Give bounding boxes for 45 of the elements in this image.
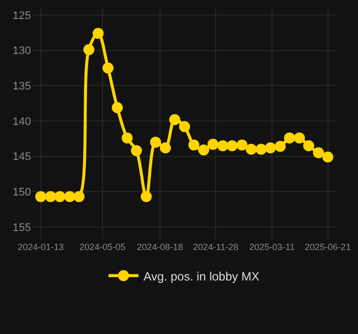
- point: [64, 191, 76, 202]
- point: [322, 152, 334, 163]
- x-tick-label: 2024-05-05: [80, 242, 126, 252]
- point: [83, 44, 94, 56]
- point: [92, 28, 104, 39]
- x-tick-label: 2024-11-28: [193, 242, 238, 252]
- point: [294, 132, 305, 144]
- y-tick-label: 155: [12, 222, 31, 234]
- y-tick-label: 125: [12, 10, 31, 22]
- x-tick-label: 2024-08-18: [136, 242, 183, 252]
- point: [45, 191, 56, 202]
- point: [226, 140, 238, 152]
- point: [169, 114, 180, 126]
- point: [74, 191, 85, 202]
- y-tick-label: 135: [12, 80, 31, 93]
- legend-label: Avg. pos. in lobby MX: [144, 269, 260, 284]
- point: [256, 144, 267, 155]
- x-tick-label: 2025-06-21: [304, 242, 351, 252]
- point: [112, 102, 123, 114]
- x-tick-label: 2024-01-13: [18, 242, 64, 252]
- point: [264, 142, 276, 154]
- point: [313, 147, 324, 158]
- y-tick-label: 130: [12, 45, 31, 58]
- x-tick-label: 2025-03-11: [249, 242, 295, 252]
- point: [303, 140, 314, 152]
- point: [140, 191, 152, 202]
- point: [246, 144, 257, 155]
- y-tick-label: 145: [12, 151, 31, 164]
- point: [160, 142, 171, 154]
- point: [274, 140, 286, 152]
- point: [198, 144, 210, 156]
- point: [130, 145, 142, 156]
- point: [217, 140, 228, 152]
- point: [236, 140, 248, 151]
- point: [102, 62, 114, 74]
- point: [284, 132, 296, 144]
- point: [207, 138, 218, 150]
- point: [35, 191, 46, 202]
- y-tick-label: 150: [12, 186, 31, 198]
- point: [122, 132, 133, 144]
- point: [179, 121, 190, 132]
- point: [150, 136, 162, 148]
- point: [188, 140, 200, 151]
- point: [54, 191, 66, 202]
- y-tick-label: 140: [12, 116, 31, 128]
